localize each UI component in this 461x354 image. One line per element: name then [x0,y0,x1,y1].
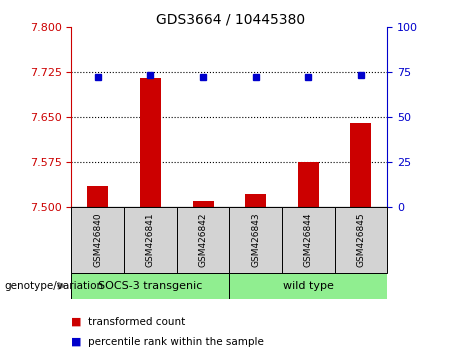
Text: ■: ■ [71,337,82,347]
Bar [245,194,266,207]
FancyBboxPatch shape [282,207,335,273]
FancyBboxPatch shape [71,207,124,273]
Bar [350,123,372,207]
Text: GSM426840: GSM426840 [93,212,102,267]
Text: GDS3664 / 10445380: GDS3664 / 10445380 [156,12,305,27]
FancyBboxPatch shape [124,207,177,273]
FancyBboxPatch shape [177,207,229,273]
FancyBboxPatch shape [229,273,387,299]
Text: GSM426842: GSM426842 [199,213,207,267]
Bar [298,162,319,207]
Text: SOCS-3 transgenic: SOCS-3 transgenic [98,281,202,291]
Text: genotype/variation: genotype/variation [5,281,104,291]
Text: percentile rank within the sample: percentile rank within the sample [88,337,264,347]
Text: GSM426843: GSM426843 [251,212,260,267]
Text: GSM426841: GSM426841 [146,212,155,267]
FancyBboxPatch shape [335,207,387,273]
FancyBboxPatch shape [229,207,282,273]
Bar [193,201,213,207]
Text: GSM426844: GSM426844 [304,213,313,267]
Text: ■: ■ [71,317,82,327]
Text: transformed count: transformed count [88,317,185,327]
Text: wild type: wild type [283,281,334,291]
FancyBboxPatch shape [71,273,387,299]
Bar [87,186,108,207]
Text: GSM426845: GSM426845 [356,212,366,267]
FancyBboxPatch shape [71,273,229,299]
Bar [140,78,161,207]
